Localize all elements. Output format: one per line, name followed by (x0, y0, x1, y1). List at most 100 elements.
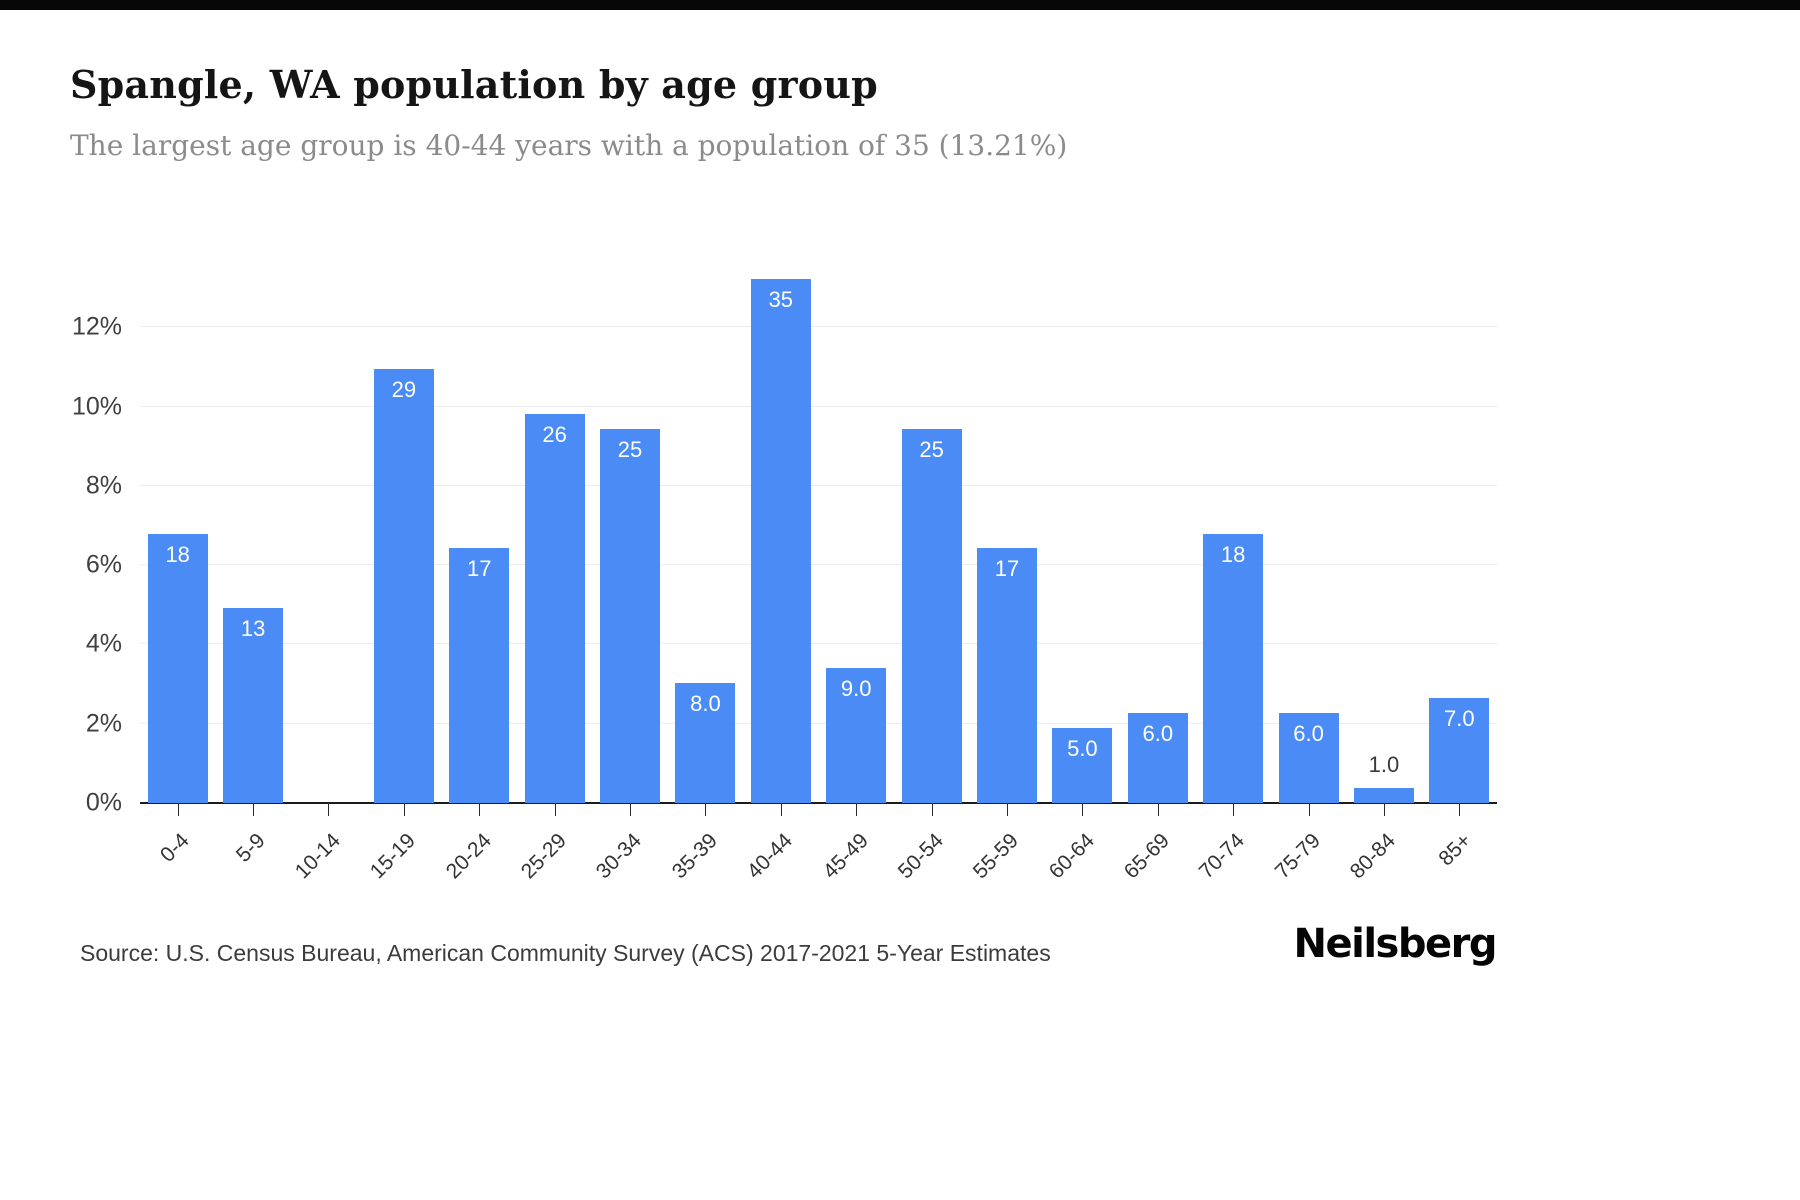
x-axis-category-label: 15-19 (365, 828, 421, 884)
gridline (140, 722, 1497, 724)
bar-column-45-49: 9.0 45-49 (818, 248, 894, 883)
bar-30-34 (600, 429, 661, 803)
x-axis-tick (554, 802, 556, 816)
gridline (140, 643, 1497, 645)
x-axis-tick (479, 802, 481, 816)
x-axis-category-label: 65-69 (1119, 828, 1175, 884)
x-axis-tick (403, 802, 405, 816)
x-axis-category-label: 5-9 (231, 828, 270, 867)
bar-value-label: 6.0 (1293, 721, 1324, 747)
bar-column-15-19: 29 15-19 (366, 248, 441, 883)
x-axis-tick (328, 802, 330, 816)
bar-column-75-79: 6.0 75-79 (1271, 248, 1346, 883)
source-note: Source: U.S. Census Bureau, American Com… (80, 939, 1051, 966)
bar-0-4 (147, 533, 208, 803)
bar-value-label: 18 (165, 541, 190, 567)
bar-value-label: 26 (542, 422, 567, 448)
bar-20-24 (449, 548, 510, 803)
bar-value-label: 18 (1220, 541, 1246, 567)
bar-column-40-44: 35 40-44 (743, 248, 818, 883)
y-axis-tick-label: 4% (85, 629, 122, 658)
x-axis-category-label: 35-39 (667, 828, 722, 884)
x-axis-category-label: 40-44 (742, 828, 798, 884)
bar-column-30-34: 25 30-34 (592, 248, 667, 883)
bar-column-60-64: 5.0 60-64 (1044, 248, 1120, 883)
bar-value-label: 13 (240, 616, 266, 642)
bar-column-20-24: 17 20-24 (441, 248, 517, 883)
bar-value-label: 5.0 (1067, 736, 1098, 762)
x-axis-category-label: 50-54 (893, 828, 948, 884)
y-axis-tick-label: 2% (85, 709, 122, 738)
y-axis-tick-label: 0% (85, 788, 122, 817)
gridline (140, 484, 1497, 486)
x-axis-tick (931, 802, 933, 816)
top-accent-bar (0, 0, 1800, 10)
bar-value-label: 25 (919, 437, 944, 463)
chart-title: Spangle, WA population by age group (70, 62, 878, 107)
bar-50-54 (901, 429, 962, 803)
bar-value-label: 25 (617, 437, 643, 463)
chart-footer: Source: U.S. Census Bureau, American Com… (0, 921, 1800, 967)
x-axis-tick (856, 802, 858, 816)
x-axis-tick (705, 802, 707, 816)
bar-value-label: 6.0 (1142, 721, 1174, 747)
bar-85+ (1429, 698, 1490, 803)
plot-area: 18 0-4 13 5-9 10-14 29 15-19 17 20-24 26 25-29 25 30… (72, 248, 1497, 883)
bar-column-80-84: 1.0 80-84 (1346, 248, 1421, 883)
bar-70-74 (1203, 533, 1264, 803)
x-axis-tick (1459, 802, 1461, 816)
x-axis-tick (1157, 802, 1159, 816)
bars-container: 18 0-4 13 5-9 10-14 29 15-19 17 20-24 26 25-29 25 30… (140, 248, 1497, 883)
bar-column-50-54: 25 50-54 (894, 248, 969, 883)
y-axis-tick-label: 10% (71, 392, 122, 421)
bar-column-85+: 7.0 85+ (1422, 248, 1497, 870)
x-axis-category-label: 25-29 (516, 828, 571, 884)
x-axis-category-label: 80-84 (1345, 828, 1401, 884)
neilsberg-logo: Neilsberg (1293, 920, 1498, 967)
bar-value-label: 7.0 (1444, 706, 1475, 732)
x-axis-category-label: 30-34 (592, 828, 647, 884)
bar-5-9 (223, 608, 284, 803)
bar-chart: 18 0-4 13 5-9 10-14 29 15-19 17 20-24 26 25-29 25 30… (72, 248, 1497, 883)
bar-column-25-29: 26 25-29 (517, 248, 592, 883)
x-axis-tick (253, 802, 255, 816)
bar-column-5-9: 13 5-9 (215, 248, 290, 867)
bar-column-35-39: 8.0 35-39 (667, 248, 743, 883)
x-axis-tick (177, 802, 179, 816)
bar-25-29 (524, 414, 585, 803)
x-axis-tick (1383, 802, 1385, 816)
bar-value-label: 9.0 (840, 676, 872, 702)
x-axis-category-label: 60-64 (1044, 828, 1099, 884)
bar-value-label: 17 (994, 556, 1020, 582)
gridline (140, 564, 1497, 566)
bar-value-label: 35 (768, 287, 794, 313)
bar-55-59 (976, 548, 1037, 803)
bar-60-64 (1052, 728, 1113, 803)
chart-subtitle: The largest age group is 40-44 years wit… (70, 128, 1068, 162)
bar-column-10-14: 10-14 (290, 248, 366, 883)
bar-column-70-74: 18 70-74 (1195, 248, 1270, 883)
bar-80-84 (1353, 787, 1414, 803)
y-axis-tick-label: 8% (85, 471, 122, 500)
bar-column-55-59: 17 55-59 (969, 248, 1044, 883)
x-axis-category-label: 10-14 (290, 828, 345, 884)
chart-header: Spangle, WA population by age group The … (0, 10, 1800, 162)
bar-75-79 (1278, 713, 1339, 803)
x-axis-category-label: 75-79 (1270, 828, 1325, 884)
bar-value-label: 1.0 (1368, 751, 1400, 777)
x-axis-tick (1233, 802, 1235, 816)
x-axis-tick (1006, 802, 1008, 816)
x-axis-category-label: 70-74 (1195, 828, 1250, 884)
x-axis-category-label: 85+ (1434, 828, 1476, 871)
x-axis-tick (1082, 802, 1084, 816)
x-axis-tick (780, 802, 782, 816)
y-axis-tick-label: 6% (85, 550, 122, 579)
bar-15-19 (373, 369, 434, 803)
x-axis-tick (630, 802, 632, 816)
bar-40-44 (750, 279, 811, 803)
gridline (140, 326, 1497, 328)
bar-value-label: 17 (467, 556, 492, 582)
bar-45-49 (826, 668, 887, 803)
bar-65-69 (1127, 713, 1188, 803)
